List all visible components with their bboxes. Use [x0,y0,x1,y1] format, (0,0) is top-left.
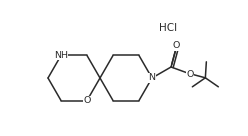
Text: N: N [149,73,155,83]
Text: NH: NH [54,51,68,60]
Text: O: O [172,41,179,50]
Text: O: O [83,96,91,105]
Text: HCl: HCl [159,23,177,33]
Text: O: O [186,70,194,79]
